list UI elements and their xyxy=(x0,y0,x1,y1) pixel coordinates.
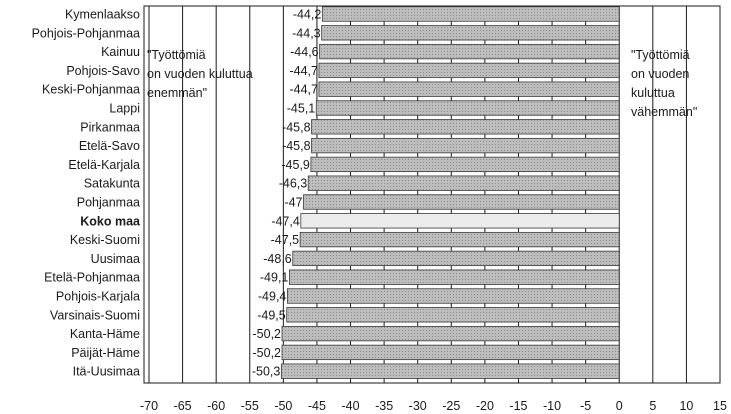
data-label: -49,5 xyxy=(257,308,286,322)
bars xyxy=(280,6,620,379)
data-label: -45,1 xyxy=(287,102,316,116)
bar-päijät-häme xyxy=(281,344,620,361)
data-label: -47,5 xyxy=(271,233,300,247)
category-label: Lappi xyxy=(109,102,140,116)
x-tick-label: -70 xyxy=(140,399,158,413)
annotation-left-line-1: "Työttömiä xyxy=(147,48,206,62)
category-label: Koko maa xyxy=(80,214,141,228)
bar-varsinais-suomi xyxy=(286,307,620,323)
category-label: Keski-Suomi xyxy=(70,233,140,247)
bar-kanta-häme xyxy=(281,325,620,342)
bar-kainuu xyxy=(319,43,620,60)
value-labels: -44,2 -44,3 -44,6 -44,7 -44,7 -45,1 -45,8 -45,8… xyxy=(252,8,322,379)
data-label: -44,3 xyxy=(292,26,321,40)
data-label: -47 xyxy=(284,196,302,210)
data-label: -50,2 xyxy=(253,327,282,341)
bar-etelä-pohjanmaa xyxy=(288,269,620,285)
data-label: -45,9 xyxy=(281,158,310,172)
category-label: Kanta-Häme xyxy=(70,327,140,341)
x-tick-label: -30 xyxy=(409,399,427,413)
bar-uusimaa xyxy=(292,250,620,267)
bar-koko-maa xyxy=(300,213,620,229)
category-label: Etelä-Savo xyxy=(79,139,140,153)
data-label: -46,3 xyxy=(279,177,308,191)
data-label: -44,7 xyxy=(289,64,318,78)
bar-pohjanmaa xyxy=(303,194,620,210)
x-tick-label: -25 xyxy=(442,399,460,413)
x-tick-label: -10 xyxy=(543,399,561,413)
category-label: Pohjanmaa xyxy=(77,196,140,210)
x-tick-label: -20 xyxy=(476,399,494,413)
category-label: Pohjois-Pohjanmaa xyxy=(32,26,140,40)
category-label: Pohjois-Savo xyxy=(66,64,140,78)
data-label: -49,4 xyxy=(258,290,287,304)
x-tick-label: 10 xyxy=(679,399,693,413)
category-label: Kainuu xyxy=(101,45,140,59)
annotation-left-line-3: enemmän" xyxy=(147,86,207,100)
x-tick-label: 5 xyxy=(649,399,656,413)
data-label: -50,3 xyxy=(252,365,281,379)
category-label: Etelä-Karjala xyxy=(68,158,140,172)
bar-pohjois-karjala xyxy=(286,288,620,304)
bar-etelä-karjala xyxy=(310,156,620,173)
data-label: -48,6 xyxy=(263,252,292,266)
bar-kymenlaakso xyxy=(321,6,620,22)
x-tick-label: -60 xyxy=(207,399,225,413)
x-tick-label: -35 xyxy=(375,399,393,413)
category-labels: Kymenlaakso Pohjois-Pohjanmaa Kainuu Pohjoi… xyxy=(32,8,141,379)
bar-satakunta xyxy=(307,175,620,191)
data-label: -44,2 xyxy=(293,8,322,22)
category-label: Kymenlaakso xyxy=(65,8,140,22)
bar-keski-pohjanmaa xyxy=(318,81,620,97)
bar-keski-suomi xyxy=(299,231,620,248)
annotation-left: "Työttömiä on vuoden kuluttua enemmän" xyxy=(147,48,253,100)
data-label: -44,7 xyxy=(289,83,318,97)
bar-itä-uusimaa xyxy=(280,363,620,379)
annotation-right-line-2: on vuoden xyxy=(631,67,689,81)
bar-lappi xyxy=(315,100,620,116)
annotation-left-line-2: on vuoden kuluttua xyxy=(147,67,253,81)
x-tick-label: -40 xyxy=(341,399,359,413)
x-tick-label: -5 xyxy=(580,399,591,413)
data-label: -45,8 xyxy=(282,139,311,153)
data-label: -45,8 xyxy=(282,120,311,134)
category-label: Uusimaa xyxy=(91,252,140,266)
data-label: -50,2 xyxy=(253,346,282,360)
x-tick-label: -50 xyxy=(274,399,292,413)
bar-pohjois-pohjanmaa xyxy=(321,25,620,41)
annotation-right-line-4: vähemmän" xyxy=(631,105,697,119)
data-label: -44,6 xyxy=(290,45,319,59)
x-tick-label: -65 xyxy=(174,399,192,413)
category-label: Keski-Pohjanmaa xyxy=(42,83,140,97)
bar-etelä-savo xyxy=(311,137,620,154)
x-axis-ticks: -70 -65 -60 -55 -50 -45 -40 -35 -30 -25 -20 -15 -10-… xyxy=(140,399,727,413)
data-label: -49,1 xyxy=(260,271,289,285)
annotation-right-line-3: kuluttua xyxy=(631,86,675,100)
category-label: Päijät-Häme xyxy=(71,346,140,360)
x-tick-label: -45 xyxy=(308,399,326,413)
category-label: Varsinais-Suomi xyxy=(50,308,140,322)
x-tick-label: 15 xyxy=(713,399,727,413)
category-label: Etelä-Pohjanmaa xyxy=(44,271,140,285)
annotation-right-line-1: "Työttömiä xyxy=(631,48,690,62)
x-tick-label: 0 xyxy=(616,399,623,413)
category-label: Itä-Uusimaa xyxy=(73,365,140,379)
category-label: Pohjois-Karjala xyxy=(56,290,140,304)
x-tick-label: -55 xyxy=(241,399,259,413)
category-label: Satakunta xyxy=(84,177,140,191)
bar-pirkanmaa xyxy=(311,119,620,135)
data-label: -47,4 xyxy=(271,214,300,228)
category-label: Pirkanmaa xyxy=(80,120,140,134)
x-tick-label: -15 xyxy=(509,399,527,413)
bar-pohjois-savo xyxy=(318,62,620,79)
annotation-right: "Työttömiä on vuoden kuluttua vähemmän" xyxy=(631,48,697,119)
